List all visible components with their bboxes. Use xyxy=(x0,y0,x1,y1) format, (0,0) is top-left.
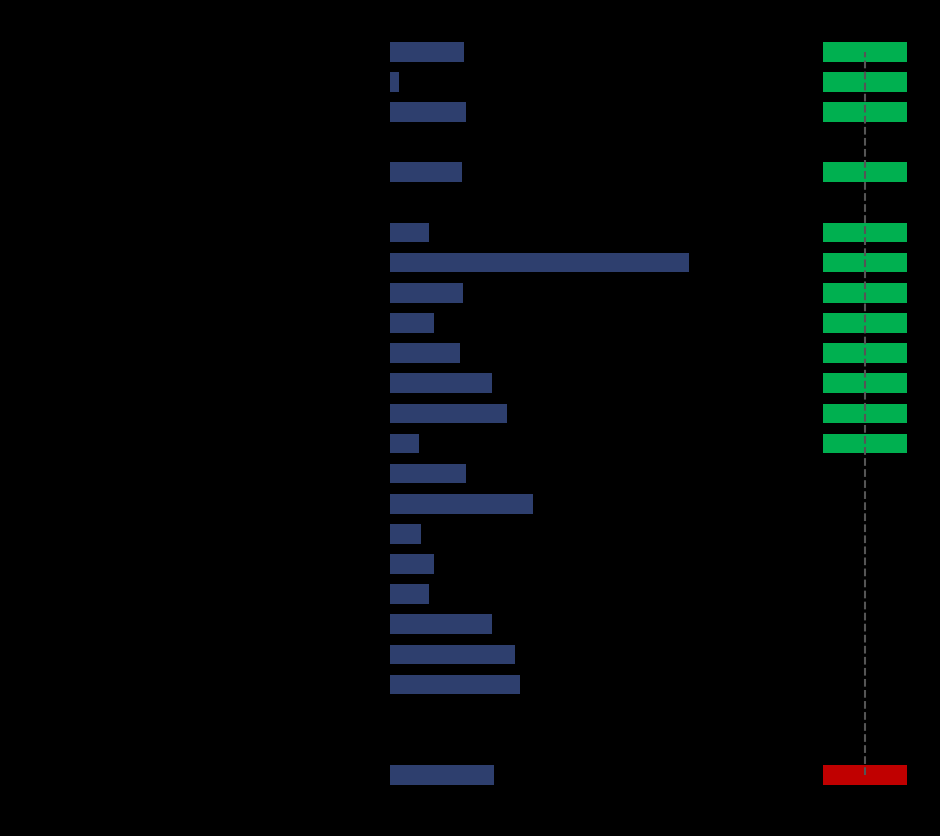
Bar xyxy=(390,314,434,334)
Bar xyxy=(390,614,492,635)
Bar xyxy=(390,584,429,604)
Bar xyxy=(390,103,465,123)
Bar xyxy=(822,434,907,454)
Bar xyxy=(390,374,492,394)
Bar xyxy=(390,524,421,544)
Bar xyxy=(822,765,907,785)
Bar xyxy=(390,765,494,785)
Bar xyxy=(390,675,520,695)
Bar xyxy=(822,374,907,394)
Bar xyxy=(390,283,462,303)
Bar xyxy=(390,554,434,574)
Bar xyxy=(822,163,907,183)
Bar xyxy=(390,464,465,484)
Bar xyxy=(390,404,508,424)
Bar xyxy=(822,344,907,364)
Bar xyxy=(390,223,429,243)
Bar xyxy=(822,43,907,63)
Bar xyxy=(390,494,533,514)
Bar xyxy=(390,163,462,183)
Bar xyxy=(822,314,907,334)
Bar xyxy=(822,73,907,93)
Bar xyxy=(822,223,907,243)
Bar xyxy=(390,434,418,454)
Bar xyxy=(390,253,689,273)
Bar xyxy=(390,645,515,665)
Bar xyxy=(822,253,907,273)
Bar xyxy=(822,103,907,123)
Bar xyxy=(390,43,464,63)
Bar xyxy=(822,404,907,424)
Bar xyxy=(390,344,461,364)
Bar xyxy=(390,73,400,93)
Bar xyxy=(822,283,907,303)
